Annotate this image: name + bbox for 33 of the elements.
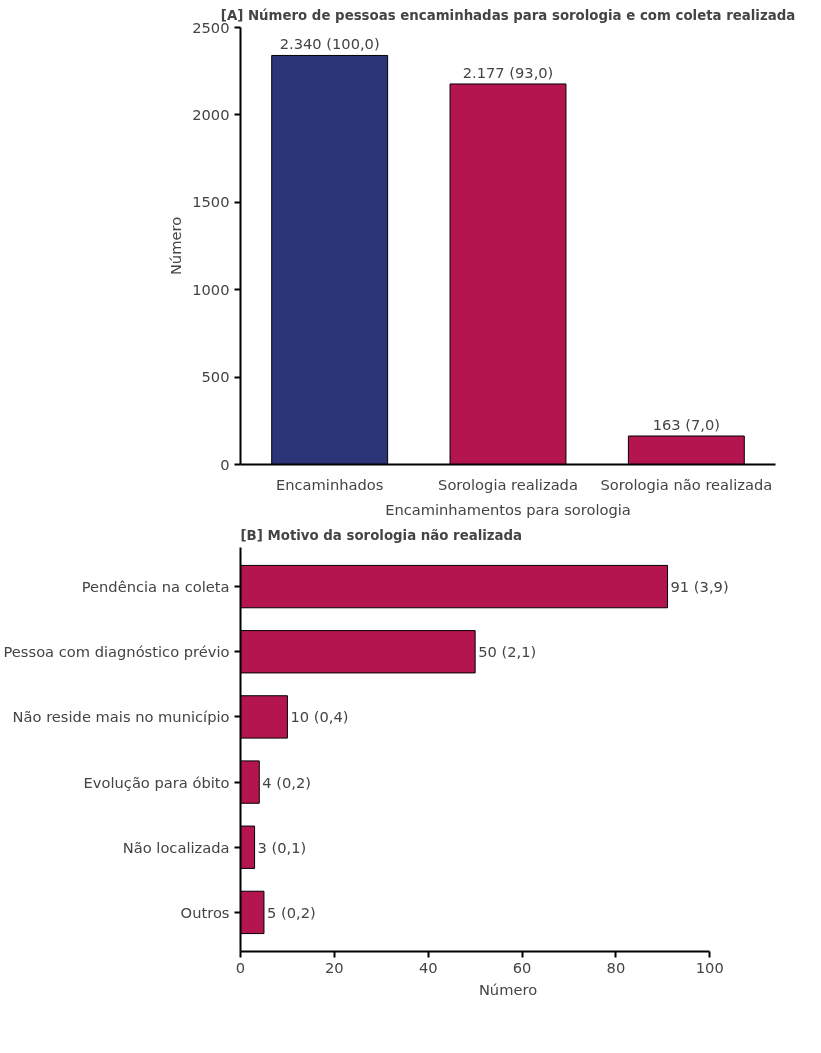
y-tick-label: 500 — [201, 368, 230, 386]
x-axis-title: Encaminhamentos para sorologia — [385, 500, 631, 518]
y-tick-label: 1500 — [192, 193, 230, 211]
data-label: 10 (0,4) — [290, 708, 349, 726]
x-tick-label: 40 — [418, 958, 438, 976]
x-tick-label: 20 — [325, 958, 344, 976]
y-tick-label: Outros — [180, 903, 230, 921]
y-tick-label: Pendência na coleta — [81, 578, 230, 596]
y-axis-title: Número — [167, 216, 185, 276]
chart-title: [B] Motivo da sorologia não realizada — [240, 527, 523, 543]
data-label: 2.177 (93,0) — [462, 63, 554, 81]
data-label: 5 (0,2) — [266, 903, 316, 921]
y-tick-label: 2000 — [192, 105, 230, 123]
x-axis-title: Número — [478, 980, 538, 998]
x-tick-label: 80 — [606, 958, 626, 976]
y-tick-label: 1000 — [192, 280, 230, 298]
data-label: 50 (2,1) — [478, 643, 537, 661]
data-label: 3 (0,1) — [257, 838, 307, 856]
y-tick-label: 0 — [220, 455, 230, 473]
x-tick-label: 100 — [695, 958, 724, 976]
data-label: 2.340 (100,0) — [279, 35, 380, 53]
x-tick-label: Sorologia não realizada — [600, 475, 773, 493]
y-tick-label: Pessoa com diagnóstico prévio — [3, 643, 230, 661]
data-label: 163 (7,0) — [652, 416, 721, 434]
x-tick-label: 0 — [235, 958, 246, 976]
y-tick-label: Evolução para óbito — [83, 773, 230, 791]
y-tick-label: Não localizada — [122, 838, 230, 856]
x-tick-label: Sorologia realizada — [438, 475, 578, 493]
data-label: 4 (0,2) — [262, 773, 312, 791]
data-label: 91 (3,9) — [670, 578, 729, 596]
x-tick-label: Encaminhados — [275, 475, 384, 493]
x-tick-label: 60 — [512, 958, 532, 976]
y-tick-label: Não reside mais no município — [12, 708, 230, 726]
